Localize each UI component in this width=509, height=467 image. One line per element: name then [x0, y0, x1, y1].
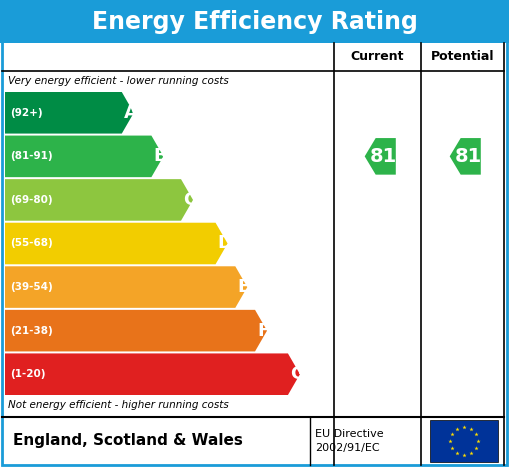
Text: (1-20): (1-20): [10, 369, 45, 379]
Text: (92+): (92+): [10, 108, 43, 118]
Bar: [0, 0, 509, 43]
Polygon shape: [5, 223, 228, 264]
Text: Potential: Potential: [431, 50, 494, 64]
Polygon shape: [364, 138, 396, 175]
Text: (81-91): (81-91): [10, 151, 52, 162]
Text: England, Scotland & Wales: England, Scotland & Wales: [13, 433, 243, 448]
Text: (69-80): (69-80): [10, 195, 52, 205]
Polygon shape: [5, 135, 163, 177]
Text: (55-68): (55-68): [10, 239, 53, 248]
Polygon shape: [5, 179, 193, 221]
Text: D: D: [217, 234, 233, 253]
Text: G: G: [290, 365, 305, 383]
Polygon shape: [5, 266, 247, 308]
Text: Current: Current: [351, 50, 404, 64]
Text: E: E: [237, 278, 249, 296]
Text: 81: 81: [455, 147, 482, 166]
Bar: [430, 420, 498, 462]
Text: F: F: [257, 322, 269, 340]
Polygon shape: [5, 354, 300, 395]
Text: Very energy efficient - lower running costs: Very energy efficient - lower running co…: [8, 76, 229, 86]
Text: 81: 81: [370, 147, 397, 166]
Text: 2002/91/EC: 2002/91/EC: [315, 443, 380, 453]
Text: B: B: [153, 148, 167, 165]
Text: Not energy efficient - higher running costs: Not energy efficient - higher running co…: [8, 400, 229, 410]
Text: EU Directive: EU Directive: [315, 429, 384, 439]
Text: A: A: [124, 104, 137, 122]
Polygon shape: [449, 138, 481, 175]
Text: (39-54): (39-54): [10, 282, 53, 292]
Text: Energy Efficiency Rating: Energy Efficiency Rating: [92, 9, 417, 34]
Polygon shape: [5, 310, 267, 352]
Polygon shape: [5, 92, 134, 134]
Text: (21-38): (21-38): [10, 325, 53, 336]
Text: C: C: [183, 191, 196, 209]
